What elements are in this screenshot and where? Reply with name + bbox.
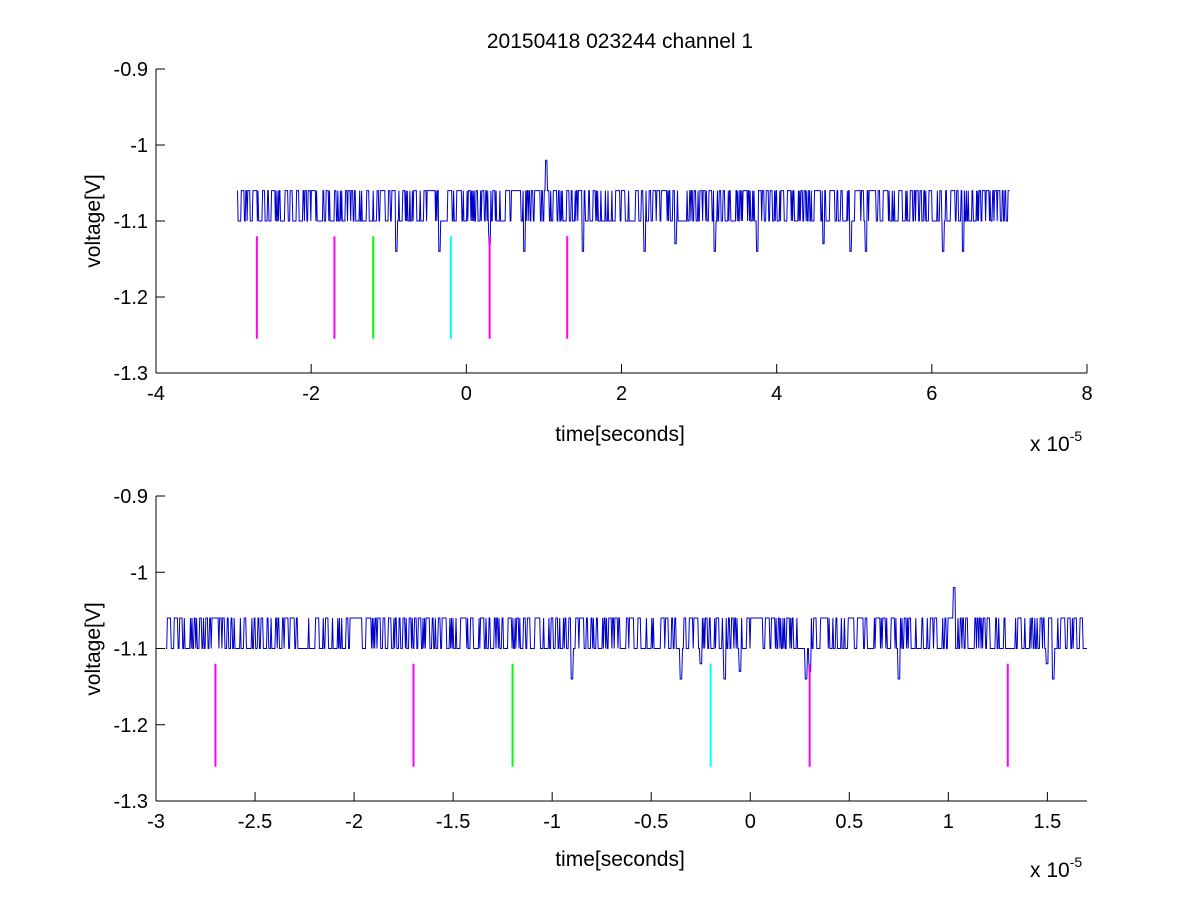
bottom-x-exponent: x 10-5 [1030,854,1082,882]
x-tick-label: -2.5 [238,811,272,833]
y-tick-label: -1.2 [114,715,148,737]
y-tick-label: -1 [130,562,148,584]
x-tick-label: 1.5 [1033,811,1061,833]
top-ticks: -4 -2 0 2 4 6 8 -0.9 -1 -1.1 -1.2 -1.3 [114,59,1093,405]
x-tick-label: 0 [745,811,756,833]
y-tick-label: -1.3 [114,363,148,385]
x-tick-label: 1 [943,811,954,833]
top-x-exponent: x 10-5 [1030,428,1082,456]
y-tick-label: -0.9 [114,486,148,508]
x-tick-label: 4 [771,383,782,405]
signal-line [165,587,1087,680]
bottom-signal-trace [165,587,1087,680]
top-y-axis-label: voltage[V] [82,174,105,267]
bottom-ticks: -3 -2.5 -2 -1.5 -1 -0.5 0 0.5 1 1.5 -0.9 -1 -1.1 -1.2… [114,486,1062,833]
top-x-exponent-base: x 10 [1030,433,1070,456]
top-signal-trace [237,159,1010,252]
bottom-x-exponent-base: x 10 [1030,859,1070,882]
x-tick-label: 0.5 [835,811,863,833]
x-tick-label: -1.5 [436,811,470,833]
x-tick-label: 8 [1081,383,1092,405]
bottom-x-exponent-power: -5 [1070,854,1083,870]
y-tick-label: -1.2 [114,287,148,309]
y-tick-label: -1 [130,135,148,157]
y-tick-label: -1.1 [114,639,148,661]
bottom-y-axis-label: voltage[V] [82,602,105,695]
top-x-exponent-power: -5 [1070,428,1083,444]
x-tick-label: 6 [926,383,937,405]
x-tick-label: -2 [302,383,320,405]
chart-title: 20150418 023244 channel 1 [487,30,753,53]
x-tick-label: -3 [147,811,165,833]
top-event-markers [255,236,569,339]
bottom-x-axis-label: time[seconds] [555,848,685,871]
x-tick-label: -1 [543,811,561,833]
y-tick-label: -1.1 [114,211,148,233]
y-tick-label: -1.3 [114,791,148,813]
signal-line [237,159,1010,252]
x-tick-label: -0.5 [634,811,668,833]
y-tick-label: -0.9 [114,59,148,81]
x-tick-label: 2 [616,383,627,405]
x-tick-label: -2 [345,811,363,833]
top-x-axis-label: time[seconds] [555,423,685,446]
bottom-axes: -3 -2.5 -2 -1.5 -1 -0.5 0 0.5 1 1.5 -0.9 -1 -1.1 -1.2… [82,486,1087,882]
top-axes: -4 -2 0 2 4 6 8 -0.9 -1 -1.1 -1.2 -1.3 time[seconds… [82,59,1093,456]
x-tick-label: -4 [147,383,165,405]
bottom-event-markers [214,663,1009,767]
x-tick-label: 0 [461,383,472,405]
